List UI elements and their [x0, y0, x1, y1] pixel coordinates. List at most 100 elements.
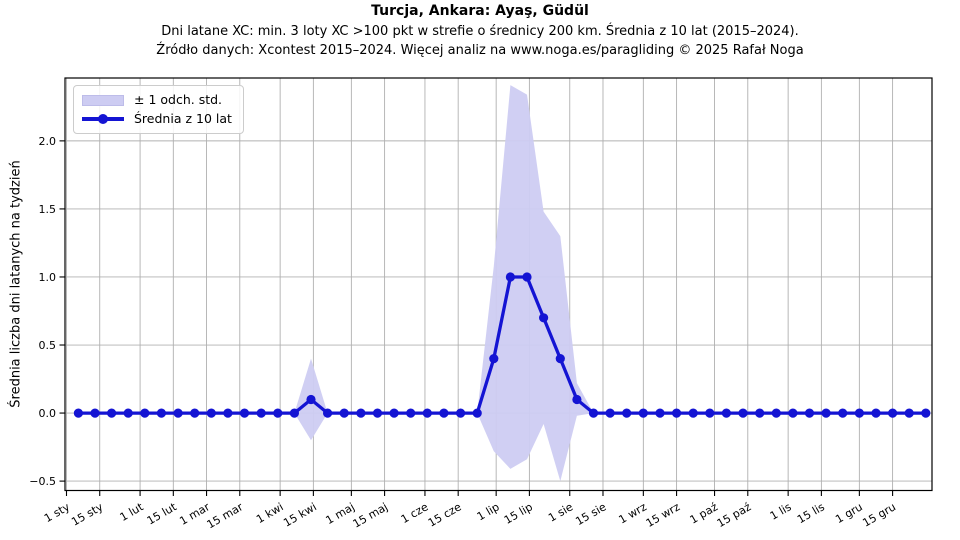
x-tick-label: 1 lut	[118, 500, 147, 524]
data-point	[123, 408, 133, 418]
data-point	[738, 408, 748, 418]
data-point	[505, 272, 515, 282]
x-tick-label: 15 lip	[502, 500, 535, 527]
chart-subtitle: Dni latane XC: min. 3 loty XC >100 pkt w…	[161, 24, 799, 39]
x-tick-label: 1 sie	[546, 500, 575, 524]
y-tick-label: 0.5	[39, 339, 57, 352]
data-point	[904, 408, 914, 418]
data-point	[223, 408, 233, 418]
data-point	[622, 408, 632, 418]
marker-dot-icon	[98, 113, 108, 124]
y-tick-label: 1.0	[39, 271, 57, 284]
data-point	[539, 313, 549, 323]
x-tick-label: 1 cze	[399, 500, 431, 526]
data-point	[256, 408, 266, 418]
data-points	[73, 272, 931, 418]
data-point	[289, 408, 299, 418]
x-tick-label: 15 lis	[795, 500, 827, 526]
data-point	[838, 408, 848, 418]
x-tick-label: 15 maj	[351, 500, 390, 530]
data-point	[73, 408, 83, 418]
data-point	[239, 408, 250, 418]
data-point	[605, 408, 615, 418]
std-band-swatch-icon	[82, 94, 124, 106]
data-point	[555, 354, 565, 364]
x-tick-label: 15 sty	[69, 500, 105, 529]
x-tick-label: 15 kwi	[281, 500, 319, 529]
data-point	[522, 272, 532, 282]
mean-line	[78, 275, 926, 415]
x-tick-label: 15 lut	[145, 500, 180, 528]
y-tick-label: 1.5	[39, 203, 57, 216]
data-point	[356, 408, 366, 418]
data-point	[588, 408, 599, 418]
legend-item-mean-line: Średnia z 10 lat	[82, 112, 232, 126]
data-point	[489, 354, 499, 364]
data-point	[439, 408, 449, 418]
x-tick-label: 15 mar	[205, 500, 246, 531]
data-point	[339, 408, 349, 418]
data-point	[472, 408, 482, 418]
x-tick-label: 1 kwi	[254, 500, 286, 526]
data-point	[721, 408, 732, 418]
x-tick-label: 15 wrz	[644, 500, 683, 530]
x-tick-label: 15 gru	[860, 500, 898, 529]
legend-label-mean-line: Średnia z 10 lat	[134, 111, 232, 126]
x-tick-label: 1 wrz	[617, 500, 649, 526]
legend: ± 1 odch. std. Średnia z 10 lat	[73, 85, 244, 134]
data-point	[688, 408, 698, 418]
data-point	[190, 408, 200, 418]
x-tick-label: 1 lis	[768, 500, 794, 523]
data-point	[90, 408, 100, 418]
data-point	[456, 408, 466, 418]
data-point	[638, 408, 648, 418]
data-point	[140, 408, 150, 418]
y-tick-labels: −0.5 0.0 0.5 1.0 1.5 2.0	[29, 135, 56, 488]
data-point	[206, 408, 216, 418]
data-point	[755, 408, 765, 418]
data-point	[888, 408, 898, 418]
data-point	[273, 408, 283, 418]
x-tick-label: 1 sty	[42, 500, 72, 525]
chart-source-line: Źródło danych: Xcontest 2015–2024. Więce…	[156, 43, 804, 58]
data-point	[804, 408, 815, 418]
data-point	[372, 408, 383, 418]
data-point	[572, 394, 582, 405]
x-tick-label: 1 paź	[688, 500, 721, 526]
tick-marks	[59, 140, 894, 496]
data-point	[705, 408, 715, 418]
axes-frame	[64, 77, 933, 492]
x-tick-label: 15 cze	[426, 500, 464, 529]
data-point	[771, 408, 781, 418]
data-point	[821, 408, 831, 418]
data-point	[156, 408, 166, 418]
y-tick-label: 2.0	[39, 135, 57, 148]
x-tick-label: 1 lip	[475, 500, 502, 523]
data-point	[871, 408, 881, 418]
data-point	[422, 408, 432, 418]
legend-label-std-band: ± 1 odch. std.	[134, 92, 223, 107]
std-band	[78, 85, 926, 482]
data-point	[389, 408, 399, 418]
mean-line-swatch-icon	[82, 113, 124, 124]
data-point	[173, 408, 183, 418]
legend-item-std-band: ± 1 odch. std.	[82, 93, 232, 107]
x-tick-label: 1 gru	[833, 500, 865, 526]
chart-title: Turcja, Ankara: Ayaş, Güdül	[371, 3, 589, 19]
data-point	[406, 408, 416, 418]
data-point	[306, 394, 316, 405]
y-tick-label: −0.5	[29, 475, 56, 488]
x-tick-label: 15 paź	[715, 500, 754, 530]
data-point	[788, 408, 798, 418]
x-tick-label: 15 sie	[573, 500, 608, 528]
data-point	[854, 408, 865, 418]
data-point	[655, 408, 665, 418]
data-point	[323, 408, 333, 418]
data-point	[672, 408, 682, 418]
y-tick-label: 0.0	[39, 407, 57, 420]
data-point	[107, 408, 117, 418]
data-point	[921, 408, 931, 418]
